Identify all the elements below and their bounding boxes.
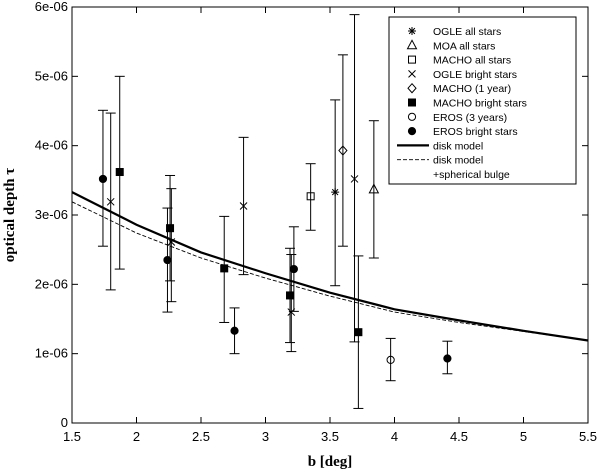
legend-marker-filled-square (408, 98, 416, 107)
data-point-filled-square (354, 328, 363, 337)
data-point-diamond (338, 145, 348, 156)
data-point-asterisk (331, 188, 340, 197)
legend-box (388, 16, 577, 185)
legend-marker-diamond (407, 82, 417, 94)
legend-label: MACHO all stars (433, 55, 511, 67)
y-tick-label: 4e-06 (35, 138, 68, 153)
legend-label: disk model (433, 140, 483, 152)
data-point-filled-circle (163, 255, 172, 265)
legend: OGLE all stars MOA all stars MACHO all sta… (388, 16, 577, 185)
legend-marker-asterisk (408, 27, 416, 35)
y-tick-label: 5e-06 (35, 68, 68, 83)
legend-marker-x (408, 70, 416, 78)
legend-marker-triangle (406, 39, 418, 50)
x-tick-label: 2.5 (192, 429, 210, 444)
data-point-filled-circle (98, 174, 108, 184)
data-point-x (239, 202, 248, 210)
legend-marker-filled-circle (407, 127, 417, 136)
legend-label: EROS bright stars (433, 126, 518, 138)
axis-ticks: 1.5 2 2.5 3 3.5 4 4.5 5 5.5 0 1e-06 2e-06 3e-06 4e-06… (35, 0, 597, 444)
legend-label: OGLE bright stars (433, 69, 517, 81)
data-point-circle (386, 355, 395, 365)
legend-label: disk model (433, 155, 483, 167)
data-point-x (106, 197, 115, 206)
legend-label: +spherical bulge (433, 169, 510, 181)
disk-model-line (71, 191, 589, 342)
x-tick-label: 5 (520, 429, 527, 444)
y-tick-label: 2e-06 (35, 276, 68, 291)
y-tick-label: 0 (61, 415, 68, 430)
x-axis-label: b [deg] (308, 454, 353, 470)
x-tick-label: 1.5 (63, 429, 81, 444)
y-tick-label: 3e-06 (35, 207, 68, 222)
x-tick-label: 4 (391, 429, 398, 444)
data-point-filled-circle (230, 326, 239, 335)
x-tick-label: 4.5 (450, 429, 468, 444)
y-tick-label: 1e-06 (35, 346, 68, 361)
y-tick-label: 6e-06 (35, 0, 68, 14)
legend-label: OGLE all stars (433, 26, 501, 38)
data-point-triangle (368, 183, 380, 194)
bulge-model-line (71, 201, 589, 341)
legend-label: MACHO (1 year) (433, 83, 511, 95)
legend-label: EROS (3 years) (433, 112, 507, 124)
data-point-x (350, 175, 359, 183)
data-point-filled-circle (443, 354, 452, 363)
data-points (97, 14, 453, 409)
data-point-square (306, 192, 315, 201)
model-lines (71, 191, 589, 342)
x-tick-label: 3 (262, 429, 269, 444)
data-point-filled-square (220, 264, 229, 273)
x-tick-label: 3.5 (321, 429, 339, 444)
x-tick-label: 5.5 (579, 429, 597, 444)
data-point-x (167, 238, 176, 246)
legend-label: MACHO bright stars (433, 98, 527, 110)
data-point-filled-circle (289, 264, 298, 274)
data-point-filled-square (115, 168, 124, 177)
legend-marker-circle (407, 112, 417, 121)
y-axis-label: optical depth τ (2, 168, 18, 263)
data-point-filled-square (166, 224, 175, 233)
data-point-filled-square (286, 291, 295, 300)
x-tick-label: 2 (133, 429, 140, 444)
legend-label: MOA all stars (433, 40, 495, 52)
legend-marker-square (408, 55, 416, 64)
